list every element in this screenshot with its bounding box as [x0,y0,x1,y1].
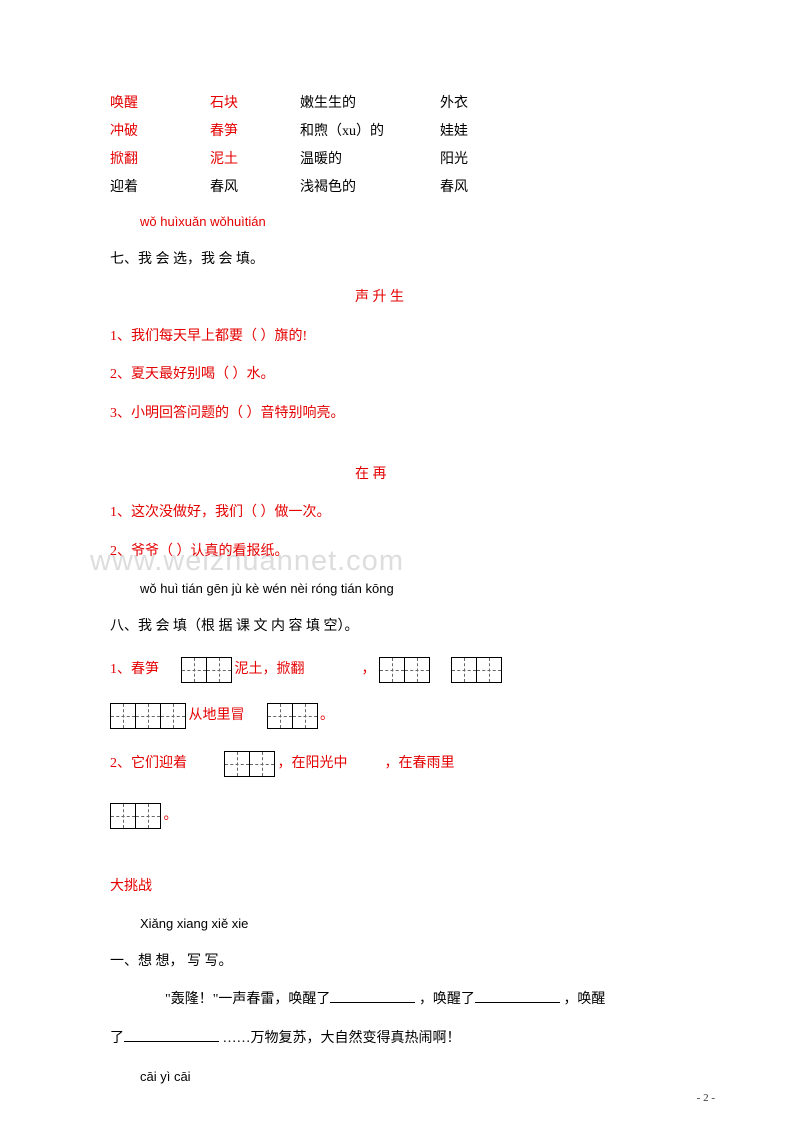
tian-box-group [110,799,160,833]
cell: 浅褐色的 [300,174,440,202]
s8-q1-line1: 1、春笋 泥土，掀翻 ， [110,653,700,687]
text: ，唤醒了 [419,992,475,1007]
page-content: 唤醒 冲破 掀翻 迎着 石块 春笋 泥土 春风 嫩生生的 和煦（xu）的 温暖的… [110,90,700,1089]
word-table: 唤醒 冲破 掀翻 迎着 石块 春笋 泥土 春风 嫩生生的 和煦（xu）的 温暖的… [110,90,700,202]
s8-q1-line2: 从地里冒 。 [110,699,700,733]
challenge-sentence: "轰隆！"一声春雷，唤醒了 ，唤醒了 ，唤醒 [110,987,700,1014]
text: ，在阳光中 [278,756,348,771]
tian-box-group [224,747,274,781]
s7-q1: 1、我们每天早上都要（ ）旗的! [110,324,700,351]
cell: 和煦（xu）的 [300,118,440,146]
text: 从地里冒 [189,708,245,723]
s8-q2-line2: 。 [110,799,700,833]
cell: 春风 [440,174,520,202]
blank [475,987,560,1003]
challenge-t1: 一、想 想， 写 写。 [110,949,700,976]
blank [124,1026,219,1042]
cell: 嫩生生的 [300,90,440,118]
cell: 春风 [210,174,300,202]
tian-box-group [181,653,231,687]
cell: 外衣 [440,90,520,118]
text: 泥土，掀翻 [235,662,305,677]
challenge-title: 大挑战 [110,874,700,901]
blank [330,987,415,1003]
cell: 春笋 [210,118,300,146]
group1-title: 声 升 生 [110,285,700,312]
tian-box-group [110,699,185,733]
cell: 掀翻 [110,146,210,174]
tian-box-group [267,699,317,733]
tian-box-group [451,653,501,687]
period: 。 [320,708,334,723]
challenge-pinyin1: Xiǎng xiang xiě xie [110,912,700,937]
text: "轰隆！"一声春雷，唤醒了 [165,992,330,1007]
section7-pinyin: wǒ huìxuǎn wǒhuìtián [110,210,700,235]
cell: 石块 [210,90,300,118]
challenge-pinyin2: cāi yì cāi [110,1065,700,1090]
s7-q2: 2、夏天最好别喝（ ）水。 [110,362,700,389]
cell: 唤醒 [110,90,210,118]
cell: 冲破 [110,118,210,146]
text: ，在春雨里 [385,756,455,771]
section8-pinyin: wǒ huì tián gēn jù kè wén nèi róng tián … [110,577,700,602]
text: ……万物复苏，大自然变得真热闹啊！ [223,1031,461,1046]
s7-q5: 2、爷爷（ ）认真的看报纸。 [110,539,700,566]
text: 了 [110,1031,124,1046]
cell: 泥土 [210,146,300,174]
cell: 温暖的 [300,146,440,174]
s7-q4: 1、这次没做好，我们（ ）做一次。 [110,500,700,527]
period: 。 [164,809,178,824]
page-footer: - 2 - [697,1092,715,1104]
cell: 迎着 [110,174,210,202]
s7-q3: 3、小明回答问题的（ ）音特别响亮。 [110,401,700,428]
challenge-sentence2: 了 ……万物复苏，大自然变得真热闹啊！ [110,1026,700,1053]
comma: ， [362,662,376,677]
cell: 阳光 [440,146,520,174]
text: 2、它们迎着 [110,756,187,771]
s8-q2-line1: 2、它们迎着 ，在阳光中 ，在春雨里 [110,747,700,781]
group2-title: 在 再 [110,462,700,489]
section8-title: 八、我 会 填（根 据 课 文 内 容 填 空）。 [110,614,700,641]
text: 1、春笋 [110,662,159,677]
text: ，唤醒 [563,992,605,1007]
tian-box-group [379,653,429,687]
cell: 娃娃 [440,118,520,146]
section7-title: 七、我 会 选，我 会 填。 [110,247,700,274]
